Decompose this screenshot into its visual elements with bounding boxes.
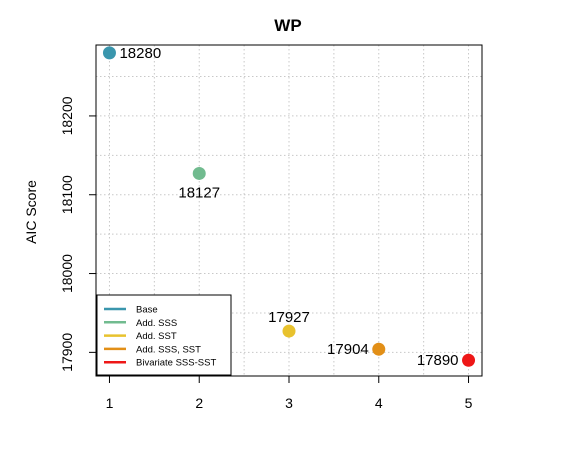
data-points: 18280 18127 17927 17904 17890 [102,45,476,369]
data-point [462,353,476,367]
x-tick-label: 1 [106,395,114,411]
data-point [282,324,296,338]
plot-frame [95,44,483,377]
legend-label: Add. SSS [136,318,177,329]
x-tick-label: 2 [195,395,203,411]
legend-label: Add. SST [136,331,177,342]
data-label: 17890 [417,352,459,369]
x-tick-label: 3 [285,395,293,411]
data-label: 17927 [268,309,310,326]
legend-label: Base [136,305,158,316]
y-tick-label: 18100 [59,175,75,214]
x-tick-label: 5 [465,395,473,411]
data-label: 18127 [178,184,220,201]
legend: Base Add. SSS Add. SST Add. SSS, SST Bivaria… [96,294,232,376]
legend-label: Add. SSS, SST [136,344,201,355]
data-label: 18280 [119,45,161,62]
legend-label: Bivariate SSS-SST [136,358,216,369]
y-tick-label: 18000 [59,254,75,293]
data-point [372,342,386,356]
chart-title: WP [274,16,301,35]
grid-lines [96,45,482,376]
data-point [102,46,116,60]
y-tick-label: 17900 [59,333,75,372]
data-label: 17904 [327,341,369,358]
x-tick-label: 4 [375,395,383,411]
y-tick-label: 18200 [59,96,75,135]
data-point [192,166,206,180]
y-axis-label: AIC Score [23,180,39,244]
